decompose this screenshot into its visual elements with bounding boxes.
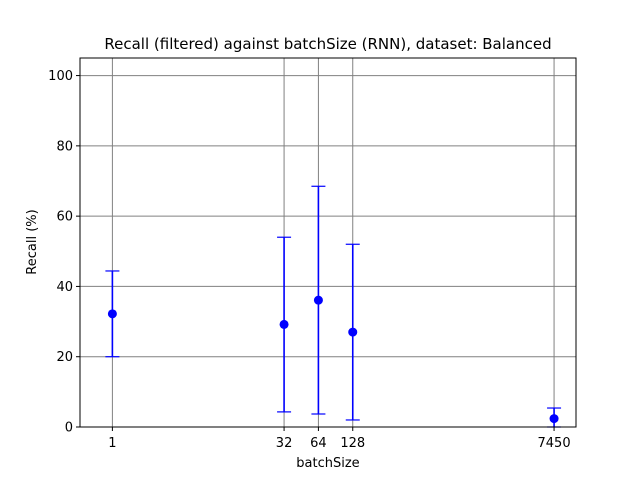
x-tick-label: 128 xyxy=(340,436,365,451)
grid xyxy=(80,58,576,428)
plot-frame xyxy=(79,57,577,428)
y-tick-label: 20 xyxy=(56,350,73,365)
y-tick-label: 0 xyxy=(65,421,73,436)
x-tick-label: 32 xyxy=(276,436,293,451)
y-tick-label: 60 xyxy=(56,210,73,225)
x-tick-label: 7450 xyxy=(538,436,571,451)
data-point xyxy=(279,319,289,329)
y-tick-label: 40 xyxy=(56,280,73,295)
y-tick-label: 100 xyxy=(48,69,73,84)
x-tick-label: 1 xyxy=(108,436,116,451)
x-axis-label: batchSize xyxy=(296,456,359,471)
x-ticks: 1 32 64 128 7450 xyxy=(108,427,571,451)
y-ticks: 0 20 40 60 80 100 xyxy=(48,69,80,436)
data-point xyxy=(549,414,559,424)
error-bars xyxy=(105,185,562,428)
y-tick-label: 80 xyxy=(56,139,73,154)
y-axis-label: Recall (%) xyxy=(25,209,40,274)
x-tick-label: 64 xyxy=(310,436,327,451)
data-points xyxy=(107,295,559,424)
data-point xyxy=(348,327,358,337)
data-point xyxy=(107,309,117,319)
chart-title: Recall (filtered) against batchSize (RNN… xyxy=(104,35,551,53)
data-point xyxy=(313,295,323,305)
